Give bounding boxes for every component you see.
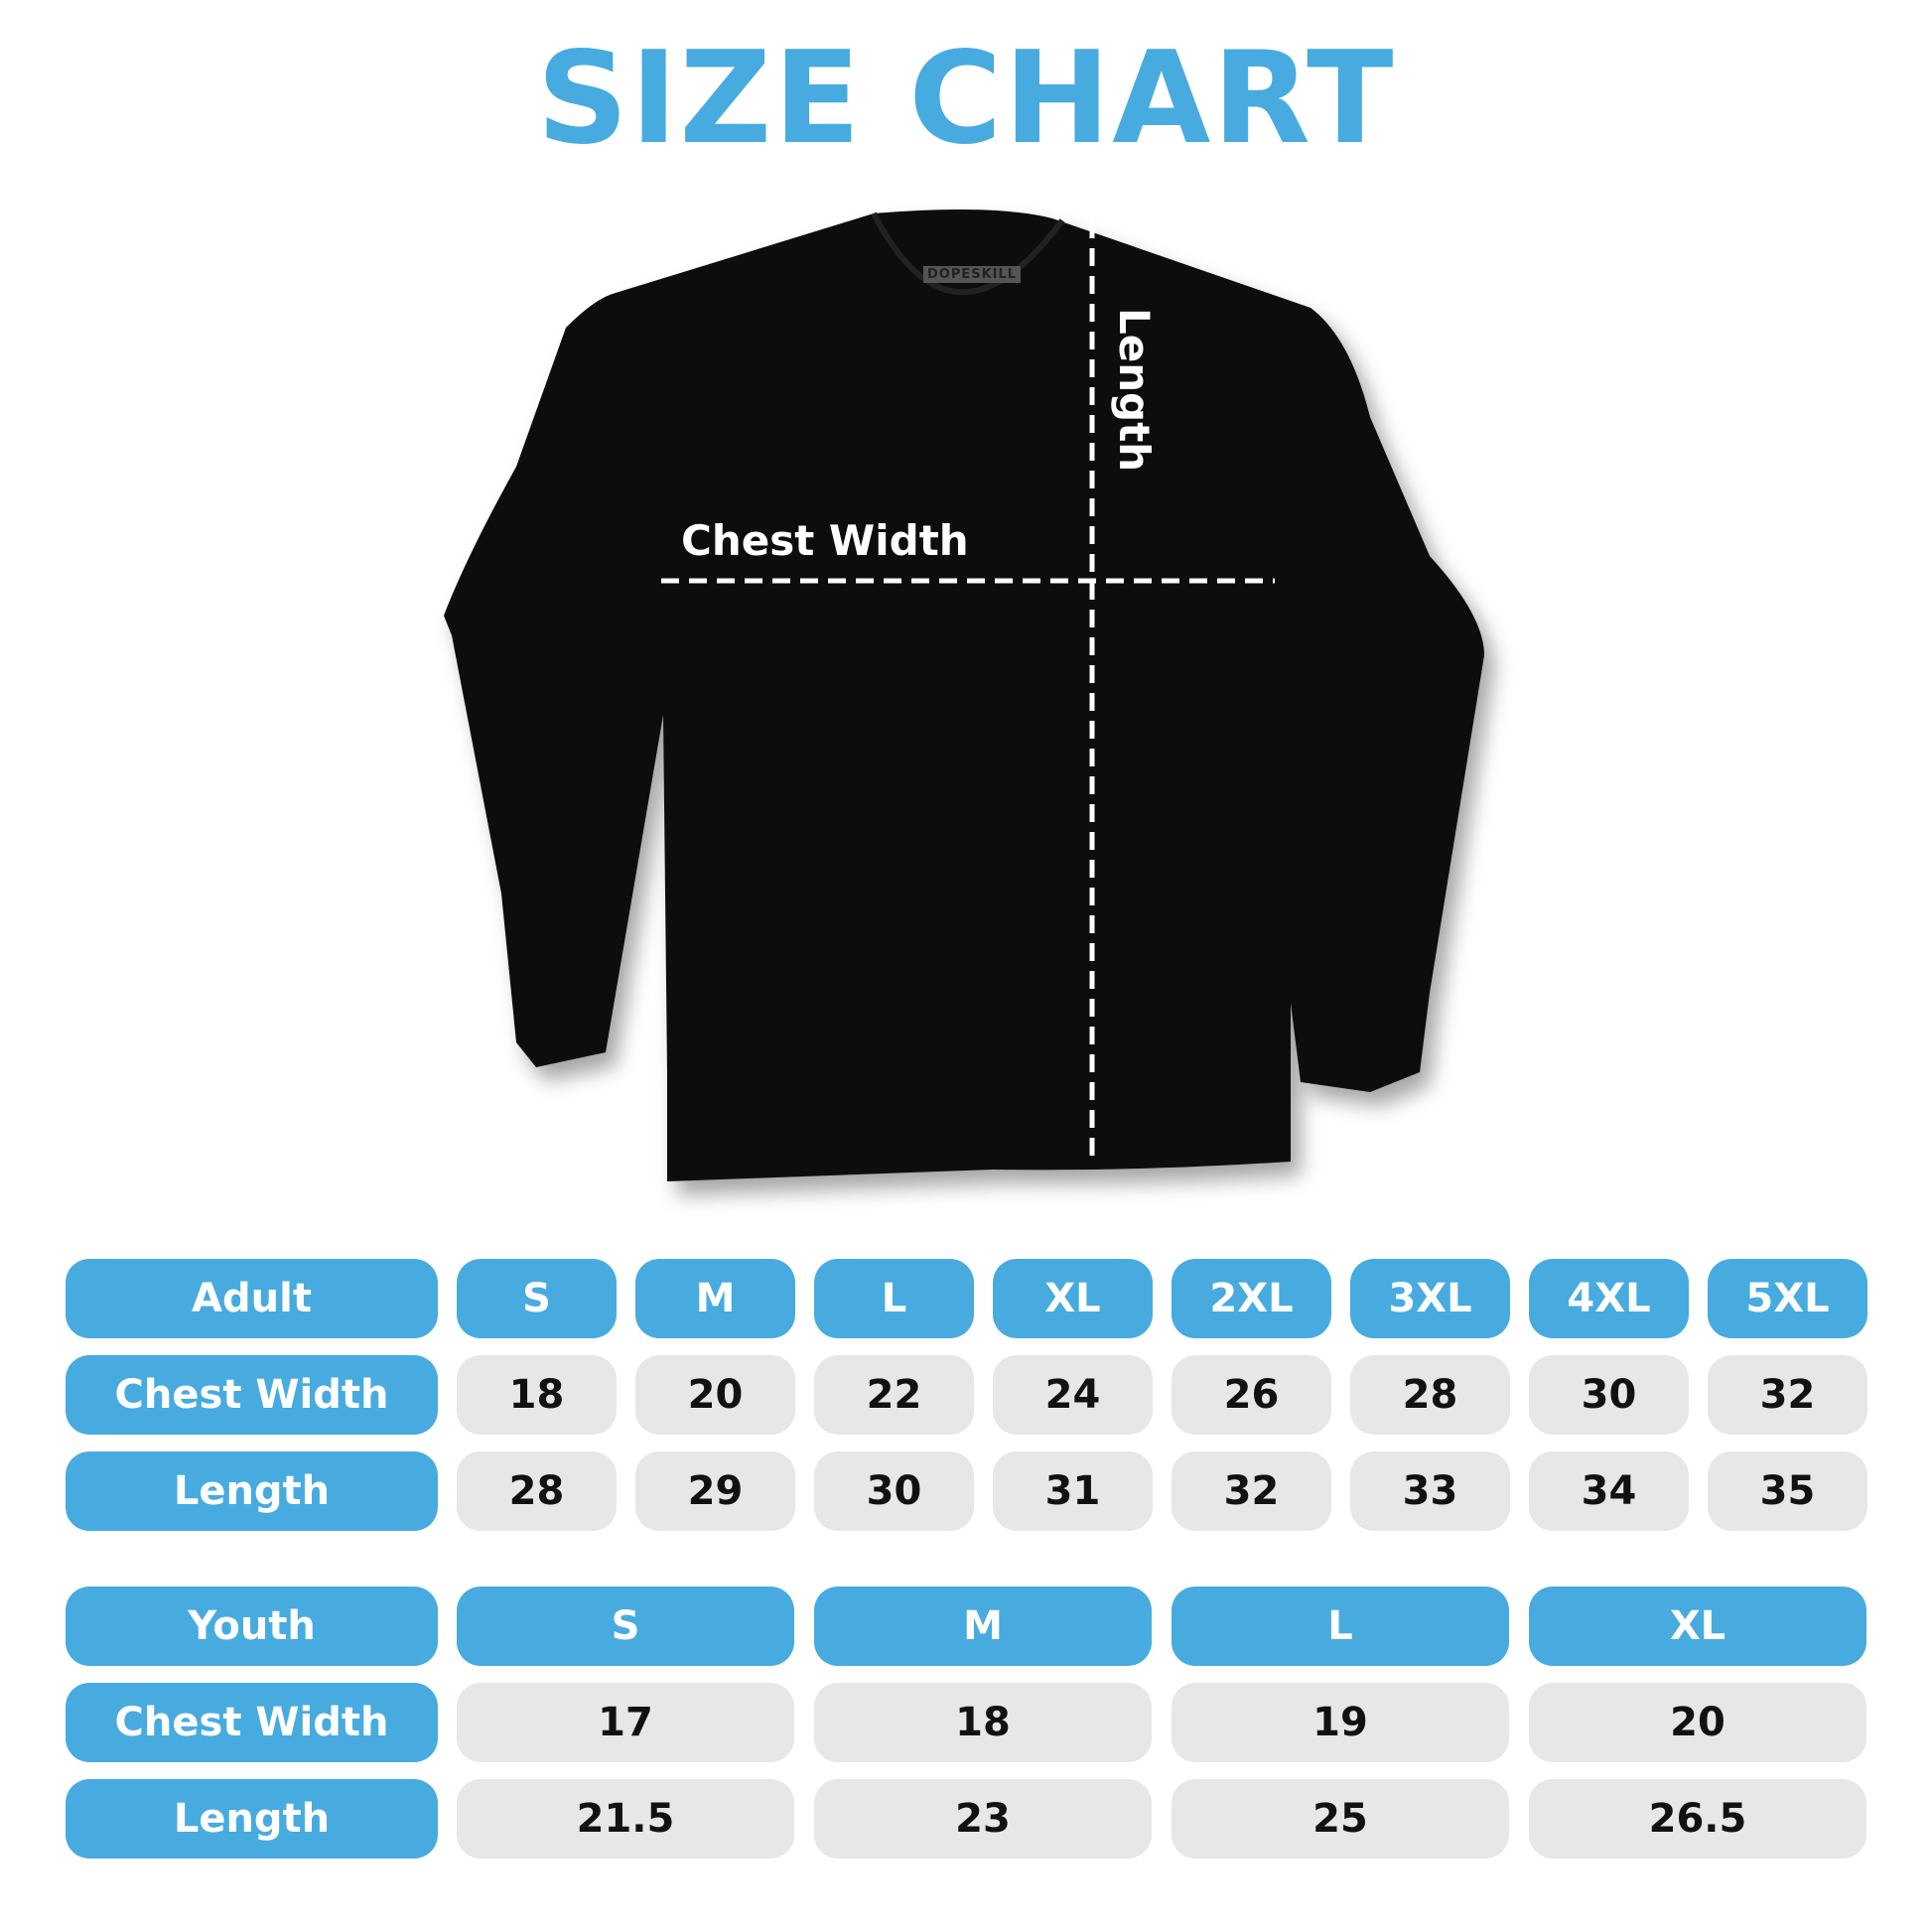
- adult-value-cell: 31: [993, 1451, 1153, 1531]
- adult-value-cell: 22: [814, 1355, 974, 1435]
- youth-value-cell: 20: [1529, 1683, 1866, 1762]
- long-sleeve-shirt: [444, 209, 1484, 1181]
- adult-value-cell: 18: [457, 1355, 617, 1435]
- adult-size-xl: XL: [993, 1259, 1153, 1338]
- adult-value-cell: 29: [635, 1451, 795, 1531]
- length-label: Length: [1110, 308, 1159, 473]
- youth-size-m: M: [814, 1587, 1152, 1666]
- adult-value-cell: 30: [814, 1451, 974, 1531]
- youth-size-xl: XL: [1529, 1587, 1866, 1666]
- adult-size-s: S: [457, 1259, 617, 1338]
- adult-value-cell: 24: [993, 1355, 1153, 1435]
- adult-size-5xl: 5XL: [1708, 1259, 1867, 1338]
- adult-size-l: L: [814, 1259, 974, 1338]
- adult-value-cell: 20: [635, 1355, 795, 1435]
- adult-value-cell: 32: [1172, 1451, 1331, 1531]
- brand-tag: DOPESKILL: [923, 266, 1022, 283]
- youth-value-cell: 23: [814, 1779, 1152, 1859]
- adult-size-2xl: 2XL: [1172, 1259, 1331, 1338]
- youth-header: Youth: [66, 1587, 438, 1666]
- adult-value-cell: 32: [1708, 1355, 1867, 1435]
- youth-size-s: S: [457, 1587, 794, 1666]
- youth-row-label: Chest Width: [66, 1683, 438, 1762]
- youth-value-cell: 21.5: [457, 1779, 794, 1859]
- adult-row-label: Chest Width: [66, 1355, 438, 1435]
- adult-value-cell: 28: [1350, 1355, 1510, 1435]
- adult-value-cell: 34: [1529, 1451, 1689, 1531]
- adult-size-3xl: 3XL: [1350, 1259, 1510, 1338]
- adult-value-cell: 33: [1350, 1451, 1510, 1531]
- adult-value-cell: 26: [1172, 1355, 1331, 1435]
- adult-value-cell: 30: [1529, 1355, 1689, 1435]
- adult-value-cell: 35: [1708, 1451, 1867, 1531]
- adult-size-m: M: [635, 1259, 795, 1338]
- youth-value-cell: 25: [1172, 1779, 1509, 1859]
- youth-value-cell: 26.5: [1529, 1779, 1866, 1859]
- page-title: SIZE CHART: [536, 25, 1396, 173]
- youth-value-cell: 19: [1172, 1683, 1509, 1762]
- adult-size-4xl: 4XL: [1529, 1259, 1689, 1338]
- adult-header: Adult: [66, 1259, 438, 1338]
- youth-value-cell: 18: [814, 1683, 1152, 1762]
- shirt-illustration: [444, 209, 1484, 1181]
- collar: [871, 211, 1065, 296]
- chest-width-label: Chest Width: [681, 516, 969, 565]
- adult-value-cell: 28: [457, 1451, 617, 1531]
- youth-value-cell: 17: [457, 1683, 794, 1762]
- adult-row-label: Length: [66, 1451, 438, 1531]
- youth-row-label: Length: [66, 1779, 438, 1859]
- youth-size-l: L: [1172, 1587, 1509, 1666]
